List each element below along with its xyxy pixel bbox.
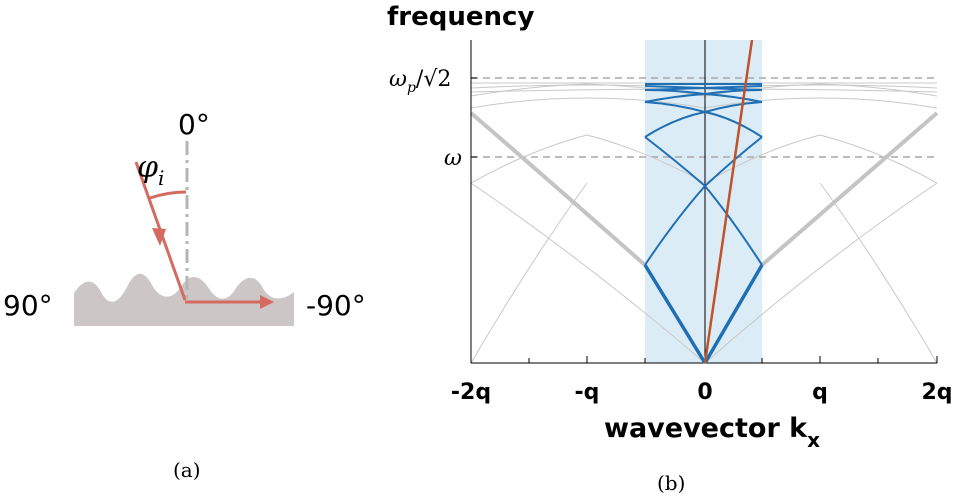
caption-a: (a) [173,458,201,482]
panel-a: 0° 90° -90° φi (a) [3,108,366,482]
light-line [703,39,754,364]
y-tick-label-omega-p: ωp/√2 [389,67,451,96]
caption-b: (b) [657,471,685,495]
diffracted-arrowhead [260,295,274,309]
x-tick-label: -2q [451,380,491,405]
x-axis-label: wavevector kx [604,413,820,452]
y-axis-label: frequency [387,2,534,32]
angle-label-0: 0° [178,108,210,141]
panel-b: frequency ωp/√2 ω -2q -q 0 q 2q wavevect… [387,2,953,495]
folded-bands [643,83,764,364]
x-tick-label: 2q [921,380,952,405]
angle-label-90: 90° [3,289,53,322]
angle-label-minus-90: -90° [306,289,366,322]
x-tick-label: -q [575,380,600,405]
y-tick-label-omega: ω [444,146,462,171]
x-tick-label: 0 [697,380,712,405]
x-tick-labels: -2q -q 0 q 2q [451,380,953,405]
x-tick-label: q [812,380,828,405]
y-tick-marks [471,77,477,158]
incidence-angle-arc [149,190,187,200]
gray-main-band-right [760,111,939,267]
incident-arrowhead [152,228,166,246]
incidence-angle-symbol: φi [137,150,164,190]
gray-main-band-left [469,111,647,267]
